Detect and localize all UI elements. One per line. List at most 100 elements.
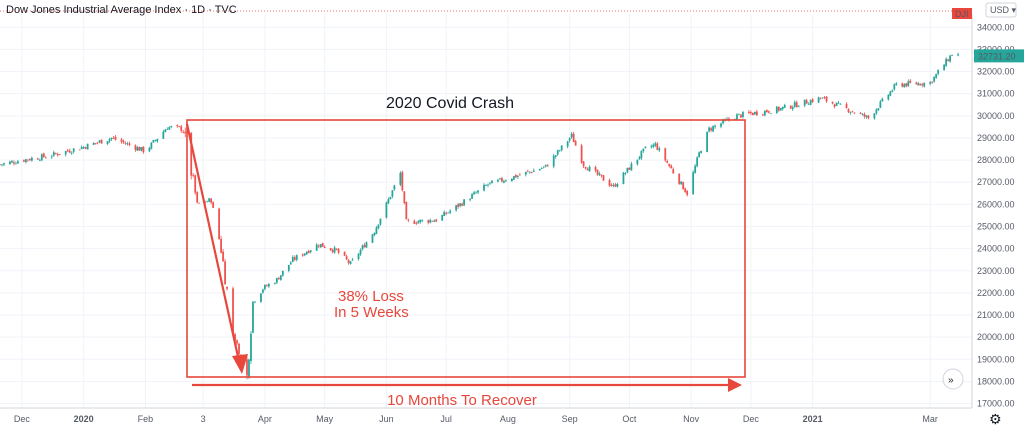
candle-body [742,112,744,118]
candle-body [52,152,55,156]
candle-body [919,83,922,86]
x-tick-label: Mar [922,414,938,424]
candle-body [740,114,742,118]
x-tick-label: Aug [500,414,516,424]
candle-body [66,150,69,152]
candle-body [180,126,183,131]
candle-body [720,123,722,127]
candle-body [413,220,416,224]
candle-body [68,150,71,153]
candle-body [142,146,145,153]
candle-body [399,172,402,185]
y-tick-label: 23000.00 [977,266,1015,276]
x-tick-label: 3 [201,414,206,424]
candle-body [431,220,434,222]
candle-body [937,70,940,74]
candle-body [923,82,926,87]
candle-body [538,169,541,171]
symbol-badge-label: DJI [955,9,969,19]
candle-body [455,205,458,211]
candle-body [891,90,894,92]
scroll-to-realtime-button[interactable] [942,368,964,390]
candle-body [417,221,420,224]
candle-body [817,97,820,103]
candle-body [793,102,796,107]
candle-body [106,141,109,145]
currency-button[interactable] [985,2,1017,18]
candle-body [373,232,376,236]
y-tick-label: 19000.00 [977,354,1015,364]
candle-body [246,359,248,376]
candle-body [222,251,224,262]
candle-body [154,140,157,142]
candle-body [248,359,250,378]
candle-body [851,111,854,113]
candle-body [82,146,85,149]
candle-body [700,151,703,154]
last-price-badge [974,49,1024,63]
candle-body [347,259,350,263]
candle-body [403,191,406,204]
candle-body [477,190,479,193]
candle-body [831,101,834,104]
candle-body [393,185,396,190]
candle-body [9,161,11,165]
candle-body [825,96,828,102]
candle-body [797,106,800,108]
candle-body [421,219,424,221]
x-tick-label: Oct [622,414,637,424]
candle-body [600,174,603,176]
candle-body [935,73,938,78]
candle-body [568,138,571,141]
candle-body [582,161,585,167]
candle-body [763,110,766,116]
candle-body [684,188,687,193]
candle-body [845,103,848,109]
candle-body [206,201,209,203]
candle-body [499,178,501,180]
candle-body [92,142,95,145]
candle-body [110,137,113,140]
y-tick-label: 22000.00 [977,288,1015,298]
candle-body [566,141,569,147]
candle-body [748,111,750,114]
candle-body [516,175,519,177]
candle-body [881,98,884,102]
recover-label: 10 Months To Recover [387,392,537,409]
candle-body [405,201,408,220]
x-tick-label: Dec [743,414,760,424]
candle-body [315,244,318,251]
candle-body [572,133,575,143]
candle-body [682,182,685,190]
candle-body [13,162,15,164]
candle-body [210,198,213,203]
candle-body [795,102,798,108]
candle-body [351,259,354,261]
candle-body [546,165,549,167]
candle-body [672,169,675,174]
candle-body [624,173,627,174]
candle-body [445,212,448,214]
candle-body [887,94,890,100]
candle-body [38,159,41,161]
y-tick-label: 27000.00 [977,177,1015,187]
candle-body [530,172,533,173]
candle-body [469,199,471,201]
price-axis: 17000.00 18000.00 19000.00 20000.00 21000.00… [971,14,1015,409]
candle-body [839,103,842,105]
gear-icon[interactable]: ⚙ [989,411,1002,427]
candle-body [471,194,473,199]
time-axis: Dec 2020 Feb 3 Apr May Jun Jul Aug Sep Oct Nov Dec 20… [0,407,972,424]
candle-body [933,76,936,82]
candle-body [614,184,617,187]
candle-body [234,334,236,341]
x-tick-label: Apr [258,414,272,424]
candle-body [630,163,633,171]
candle-body [807,103,810,105]
candle-body [36,158,39,160]
candle-body [586,168,589,171]
candle-body [435,219,438,222]
candle-body [497,179,499,182]
